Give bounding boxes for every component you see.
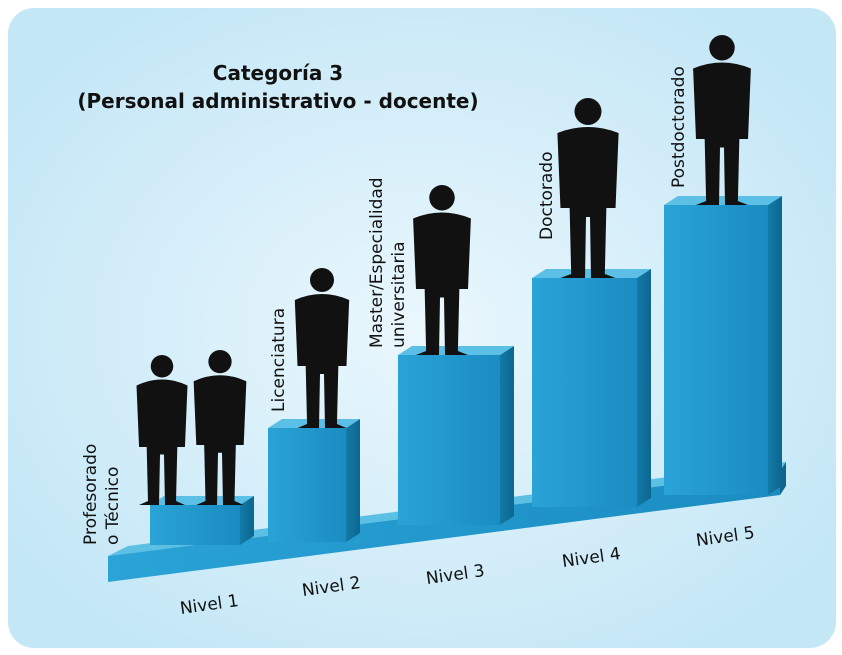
subtitle: (Personal administrativo - docente) — [77, 89, 478, 113]
silhouette-head — [575, 98, 602, 125]
step-side — [500, 346, 514, 525]
infographic: Categoría 3 (Personal administrativo - d… — [0, 0, 842, 655]
degree-label: Doctorado — [537, 151, 557, 240]
degree-label: Licenciatura — [269, 308, 289, 412]
silhouette-head — [151, 355, 174, 378]
step-front — [150, 505, 240, 545]
degree-label: Postdoctorado — [669, 66, 689, 188]
step-front — [664, 205, 768, 495]
silhouette-head — [429, 185, 455, 211]
step-side — [346, 419, 360, 542]
step-side — [768, 196, 782, 495]
degree-label: universitaria — [389, 241, 409, 348]
step-front — [268, 428, 346, 542]
silhouette-head — [208, 350, 231, 373]
title: Categoría 3 — [213, 61, 343, 85]
step-front — [398, 355, 500, 525]
degree-label: Profesorado — [81, 444, 101, 545]
step-top — [664, 196, 782, 205]
silhouette-head — [709, 35, 735, 61]
step-front — [532, 278, 637, 507]
step-side — [637, 269, 651, 507]
degree-label: o Técnico — [103, 467, 123, 545]
silhouette-head — [310, 268, 334, 292]
degree-label: Master/Especialidad — [367, 177, 387, 348]
